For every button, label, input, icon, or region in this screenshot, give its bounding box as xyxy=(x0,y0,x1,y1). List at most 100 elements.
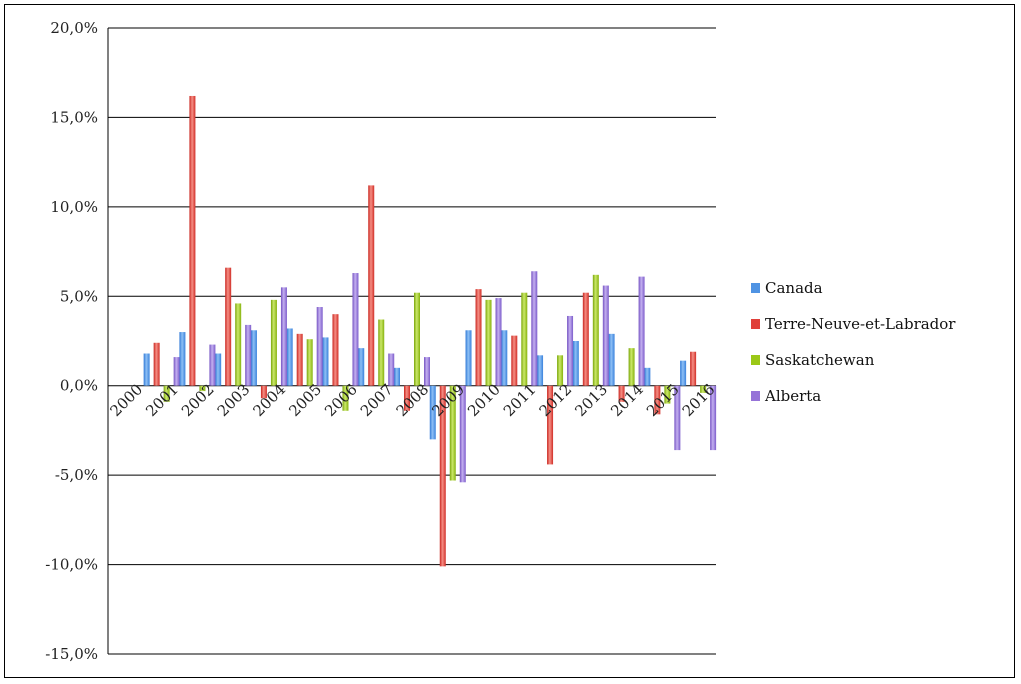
bar-alberta-2012 xyxy=(567,315,574,386)
bar-canada-2014 xyxy=(608,333,615,386)
y-tick-label: 10,0% xyxy=(50,198,98,216)
x-tick-label: 2013 xyxy=(571,380,611,420)
bar-canada-2004 xyxy=(250,330,257,386)
bar-alberta-2003 xyxy=(245,324,252,386)
bar-saskatchewan-2013 xyxy=(592,274,599,386)
bar-terre-neuve-et-labrador-2004 xyxy=(260,385,267,399)
x-tick-label: 2007 xyxy=(357,380,397,420)
bar-alberta-2009 xyxy=(459,385,466,483)
bar-canada-2015 xyxy=(644,367,651,386)
bar-saskatchewan-2015 xyxy=(664,385,671,404)
bar-saskatchewan-2010 xyxy=(485,299,492,386)
y-tick-label: -15,0% xyxy=(45,645,98,663)
bar-alberta-2015 xyxy=(674,385,681,451)
legend-label: Alberta xyxy=(764,387,821,405)
legend-label: Canada xyxy=(765,279,823,297)
bar-saskatchewan-2007 xyxy=(378,319,385,386)
bar-canada-2005 xyxy=(286,328,293,386)
bar-saskatchewan-2001 xyxy=(163,385,170,402)
bar-canada-2008 xyxy=(394,367,400,386)
bar-terre-neuve-et-labrador-2013 xyxy=(582,292,589,386)
bar-alberta-2002 xyxy=(209,344,216,386)
y-tick-label: -10,0% xyxy=(45,556,98,574)
x-tick-label: 2014 xyxy=(607,380,647,420)
bar-terre-neuve-et-labrador-2007 xyxy=(368,185,375,386)
x-tick-label: 2010 xyxy=(464,380,504,420)
bar-terre-neuve-et-labrador-2011 xyxy=(511,335,518,386)
bar-canada-2001 xyxy=(143,353,150,386)
legend-swatch xyxy=(751,319,760,329)
bar-terre-neuve-et-labrador-2001 xyxy=(153,342,160,386)
legend-label: Terre-Neuve-et-Labrador xyxy=(765,315,956,333)
legend-swatch xyxy=(751,355,760,365)
y-tick-label: 20,0% xyxy=(50,19,98,37)
bar-terre-neuve-et-labrador-2015 xyxy=(654,385,661,415)
bar-alberta-2005 xyxy=(316,307,323,386)
bar-terre-neuve-et-labrador-2014 xyxy=(618,385,625,402)
bar-terre-neuve-et-labrador-2012 xyxy=(547,385,554,465)
legend-label: Saskatchewan xyxy=(765,351,875,369)
x-tick-label: 2011 xyxy=(500,380,540,420)
bar-saskatchewan-2008 xyxy=(414,292,420,386)
bar-saskatchewan-2014 xyxy=(628,348,635,386)
x-tick-labels: 2000200120022003200420052006200720082009… xyxy=(106,380,718,420)
bar-alberta-2010 xyxy=(495,298,502,386)
bar-alberta-2013 xyxy=(602,285,609,386)
x-tick-label: 2012 xyxy=(536,380,576,420)
bar-alberta-2004 xyxy=(280,287,287,386)
bar-terre-neuve-et-labrador-2010 xyxy=(475,289,482,386)
x-tick-label: 2008 xyxy=(393,380,433,420)
bar-terre-neuve-et-labrador-2006 xyxy=(332,314,339,386)
x-tick-label: 2005 xyxy=(285,380,325,420)
y-tick-label: 5,0% xyxy=(60,287,98,305)
bar-canada-2006 xyxy=(322,337,329,386)
y-tick-labels: -15,0% -10,0% -5,0% 0,0% 5,0% 10,0% 15,0% 20,0% xyxy=(45,19,98,663)
bar-terre-neuve-et-labrador-2002 xyxy=(189,95,196,386)
bar-terre-neuve-et-labrador-2009 xyxy=(439,385,446,567)
legend-swatch xyxy=(751,391,760,401)
bar-alberta-2007 xyxy=(388,353,395,386)
bar-saskatchewan-2002 xyxy=(199,385,206,392)
bar-alberta-2006 xyxy=(352,273,359,386)
bar-terre-neuve-et-labrador-2016 xyxy=(690,351,697,386)
x-tick-label: 2002 xyxy=(178,380,218,420)
bar-canada-2002 xyxy=(179,332,186,386)
bar-saskatchewan-2003 xyxy=(235,303,242,386)
y-tick-label: 0,0% xyxy=(60,377,98,395)
chart-frame xyxy=(4,4,1015,678)
bar-terre-neuve-et-labrador-2005 xyxy=(296,333,303,386)
bar-canada-2007 xyxy=(358,348,365,386)
bar-terre-neuve-et-labrador-2008 xyxy=(404,385,410,411)
bar-saskatchewan-2016 xyxy=(700,385,707,393)
bar-canada-2009 xyxy=(429,385,436,440)
bar-canada-2003 xyxy=(215,353,222,386)
legend: Canada Terre-Neuve-et-Labrador Saskatchewa… xyxy=(751,279,956,405)
bar-canada-2013 xyxy=(572,341,579,386)
bar-saskatchewan-2004 xyxy=(270,299,277,386)
y-tick-label: 15,0% xyxy=(50,108,98,126)
x-tick-label: 2006 xyxy=(321,380,361,420)
bar-saskatchewan-2012 xyxy=(557,355,564,386)
bar-canada-2010 xyxy=(465,330,472,386)
bar-alberta-2008 xyxy=(424,357,430,386)
bar-alberta-2014 xyxy=(638,276,645,386)
x-tick-label: 2003 xyxy=(214,380,254,420)
bars xyxy=(143,95,717,567)
bar-alberta-2011 xyxy=(531,271,538,386)
bar-saskatchewan-2005 xyxy=(306,339,313,386)
y-tick-label: -5,0% xyxy=(55,466,98,484)
bar-canada-2011 xyxy=(501,330,508,386)
bar-canada-2012 xyxy=(537,355,544,386)
bar-alberta-2001 xyxy=(173,357,180,386)
bar-alberta-2016 xyxy=(710,385,717,451)
bar-saskatchewan-2011 xyxy=(521,292,528,386)
x-tick-label: 2004 xyxy=(250,380,290,420)
bar-saskatchewan-2006 xyxy=(342,385,349,411)
x-tick-label: 2001 xyxy=(142,380,182,420)
legend-swatch xyxy=(751,283,760,293)
bar-saskatchewan-2009 xyxy=(449,385,456,481)
gridlines xyxy=(108,27,716,655)
bar-canada-2016 xyxy=(680,360,687,386)
x-tick-label: 2000 xyxy=(106,380,146,420)
